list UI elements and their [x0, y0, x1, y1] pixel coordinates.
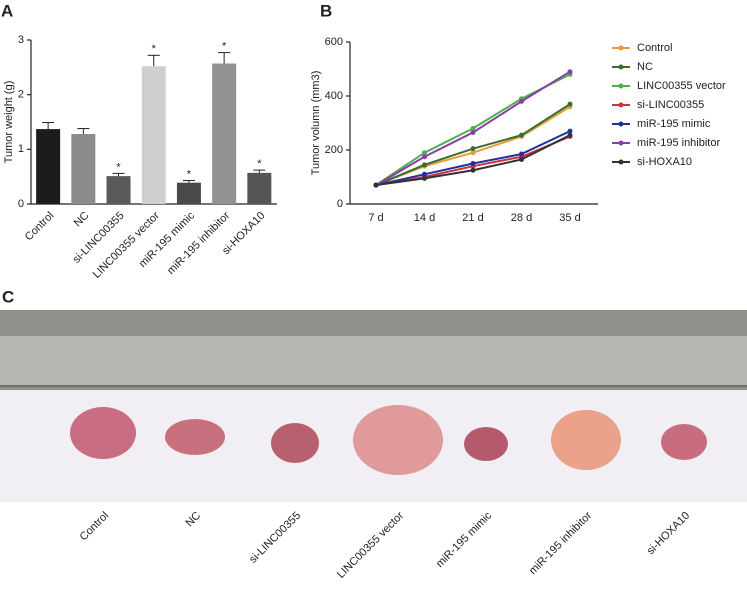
photo-label: NC — [183, 510, 203, 530]
significance-mark: * — [257, 158, 262, 170]
point — [422, 150, 427, 156]
y-tick-label: 600 — [325, 36, 343, 48]
point — [519, 151, 524, 157]
legend-label: Control — [637, 42, 672, 54]
point — [567, 101, 573, 107]
y-tick-label: 400 — [325, 90, 343, 102]
x-tick-label: 35 d — [559, 212, 580, 224]
point — [422, 162, 427, 168]
point — [519, 132, 524, 138]
bar — [247, 172, 272, 204]
x-tick-label: miR-195 inhibitor — [165, 209, 233, 277]
photo — [0, 310, 747, 502]
point — [422, 171, 427, 177]
point — [470, 125, 476, 131]
legend-marker — [618, 45, 624, 51]
point — [470, 150, 476, 156]
legend-marker — [618, 83, 624, 89]
point — [470, 129, 476, 135]
panel-label: C — [2, 287, 14, 306]
photo-label: LINC00355 vector — [335, 509, 406, 580]
photo-label: si-HOXA10 — [645, 510, 692, 557]
bar — [212, 63, 237, 204]
bar — [176, 182, 201, 204]
bar — [71, 134, 96, 204]
point — [470, 161, 476, 166]
x-tick-label: LINC00355 vector — [91, 209, 162, 280]
point — [567, 128, 573, 134]
point — [567, 69, 573, 75]
point — [422, 175, 427, 181]
point — [373, 182, 379, 188]
legend-marker — [618, 159, 624, 165]
point — [519, 156, 524, 162]
x-tick-label: 21 d — [462, 212, 483, 224]
legend-label: NC — [637, 61, 653, 73]
y-axis-title: Tumor volumn (mm3) — [310, 71, 322, 176]
legend-label: miR-195 inhibitor — [637, 137, 720, 149]
significance-mark: * — [187, 168, 192, 180]
legend-label: si-HOXA10 — [637, 156, 692, 168]
panel-label: B — [320, 1, 332, 20]
y-tick-label: 0 — [18, 198, 24, 210]
significance-mark: * — [116, 161, 121, 173]
photo-label: miR-195 inhibitor — [527, 509, 595, 577]
legend-label: LINC00355 vector — [637, 80, 726, 92]
y-tick-label: 2 — [18, 89, 24, 101]
legend-label: miR-195 mimic — [637, 118, 711, 130]
x-tick-label: NC — [72, 210, 92, 230]
legend-marker — [618, 140, 624, 146]
photo-label: Control — [78, 510, 112, 544]
x-tick-label: 7 d — [368, 212, 383, 224]
y-axis-title: Tumor weight (g) — [3, 81, 15, 164]
significance-mark: * — [152, 43, 157, 55]
series-line — [375, 130, 571, 187]
x-tick-label: 28 d — [511, 212, 532, 224]
bar — [141, 66, 166, 205]
bar — [36, 129, 61, 204]
point — [567, 132, 573, 138]
point — [422, 154, 427, 160]
x-tick-label: Control — [23, 210, 57, 244]
legend-marker — [618, 64, 624, 70]
legend-marker — [618, 102, 624, 108]
y-tick-label: 3 — [18, 34, 24, 46]
y-tick-label: 0 — [337, 198, 343, 210]
point — [470, 167, 476, 173]
photo-label: si-LINC00355 — [247, 510, 303, 566]
x-tick-label: 14 d — [414, 212, 435, 224]
significance-mark: * — [222, 40, 227, 52]
panel-label: A — [1, 1, 13, 20]
bar — [106, 176, 131, 204]
y-tick-label: 200 — [325, 144, 343, 156]
y-tick-label: 1 — [18, 143, 24, 155]
photo-label: miR-195 mimic — [434, 509, 495, 570]
legend-label: si-LINC00355 — [637, 99, 704, 111]
legend-marker — [618, 121, 624, 127]
point — [470, 146, 476, 152]
point — [519, 98, 524, 104]
